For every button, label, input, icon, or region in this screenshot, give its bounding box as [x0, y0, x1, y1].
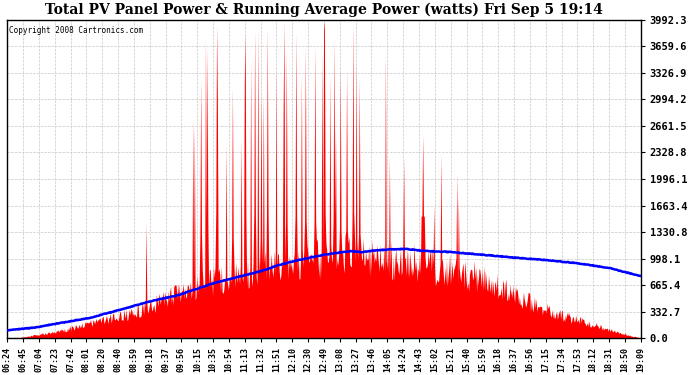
- Text: Copyright 2008 Cartronics.com: Copyright 2008 Cartronics.com: [9, 26, 144, 35]
- Title: Total PV Panel Power & Running Average Power (watts) Fri Sep 5 19:14: Total PV Panel Power & Running Average P…: [45, 3, 603, 17]
